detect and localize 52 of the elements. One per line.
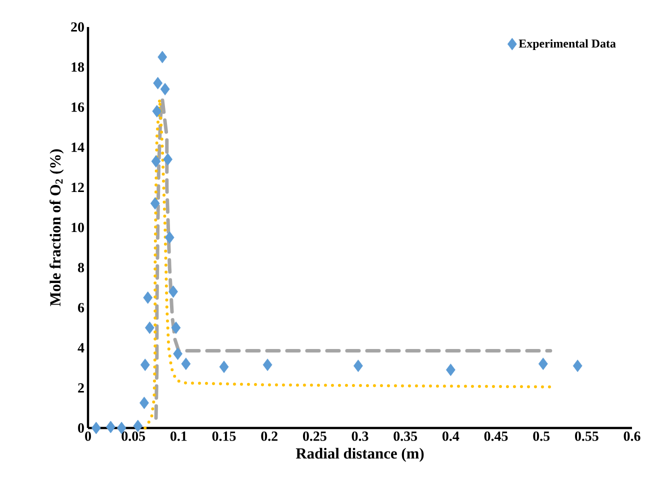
- x-tick-label: 0.1: [170, 432, 187, 441]
- point: [160, 82, 170, 96]
- y-tick-label: 12: [72, 182, 84, 192]
- point: [144, 322, 154, 334]
- point: [158, 50, 168, 64]
- point: [168, 285, 178, 298]
- point: [262, 358, 272, 372]
- point: [152, 104, 162, 118]
- x-axis-title: Radial distance (m): [296, 448, 424, 462]
- point: [538, 358, 548, 370]
- x-tick-label: 0.35: [394, 432, 418, 441]
- point: [572, 360, 582, 372]
- x-tick-label: 0.3: [352, 432, 368, 441]
- point: [163, 153, 172, 166]
- point: [140, 396, 149, 410]
- point: [173, 348, 182, 360]
- point: [164, 231, 174, 244]
- point: [446, 364, 456, 376]
- x-tick-label: 0.55: [575, 432, 598, 441]
- point: [353, 360, 363, 372]
- legend-label: Experimental Data: [518, 39, 616, 50]
- point: [143, 291, 153, 304]
- x-tick-label: 0.6: [624, 432, 640, 441]
- x-tick-label: 0.25: [303, 432, 326, 441]
- point: [91, 422, 101, 434]
- y-tick-label: 8: [78, 262, 84, 272]
- x-tick-label: 0.45: [484, 432, 508, 441]
- y-tick-label: 10: [72, 222, 84, 232]
- point: [181, 358, 191, 370]
- y-tick-label: 16: [72, 102, 84, 112]
- x-tick-label: 0.05: [122, 432, 146, 441]
- x-tick-label: 0: [85, 432, 91, 441]
- y-tick-label: 14: [72, 142, 84, 152]
- y-tick-label: 18: [72, 62, 84, 72]
- point: [133, 420, 143, 432]
- point: [151, 155, 161, 168]
- point: [171, 322, 181, 334]
- x-tick-label: 0.5: [533, 432, 550, 441]
- x-tick-label: 0.15: [212, 432, 236, 441]
- x-tick-label: 0.4: [442, 432, 460, 441]
- y-tick-label: 4: [78, 343, 84, 352]
- x-tick-label: 0.2: [261, 432, 278, 441]
- point: [140, 358, 150, 372]
- y-tick-label: 6: [78, 303, 84, 312]
- y-tick-label: 20: [71, 22, 84, 32]
- point: [150, 197, 160, 210]
- point: [219, 360, 229, 374]
- point: [153, 76, 163, 90]
- point: [106, 420, 116, 434]
- y-tick-label: 0: [78, 423, 84, 433]
- y-axis-title: Mole fraction of O$_{2}$ (%): [50, 149, 64, 306]
- y-tick-label: 2: [78, 383, 84, 392]
